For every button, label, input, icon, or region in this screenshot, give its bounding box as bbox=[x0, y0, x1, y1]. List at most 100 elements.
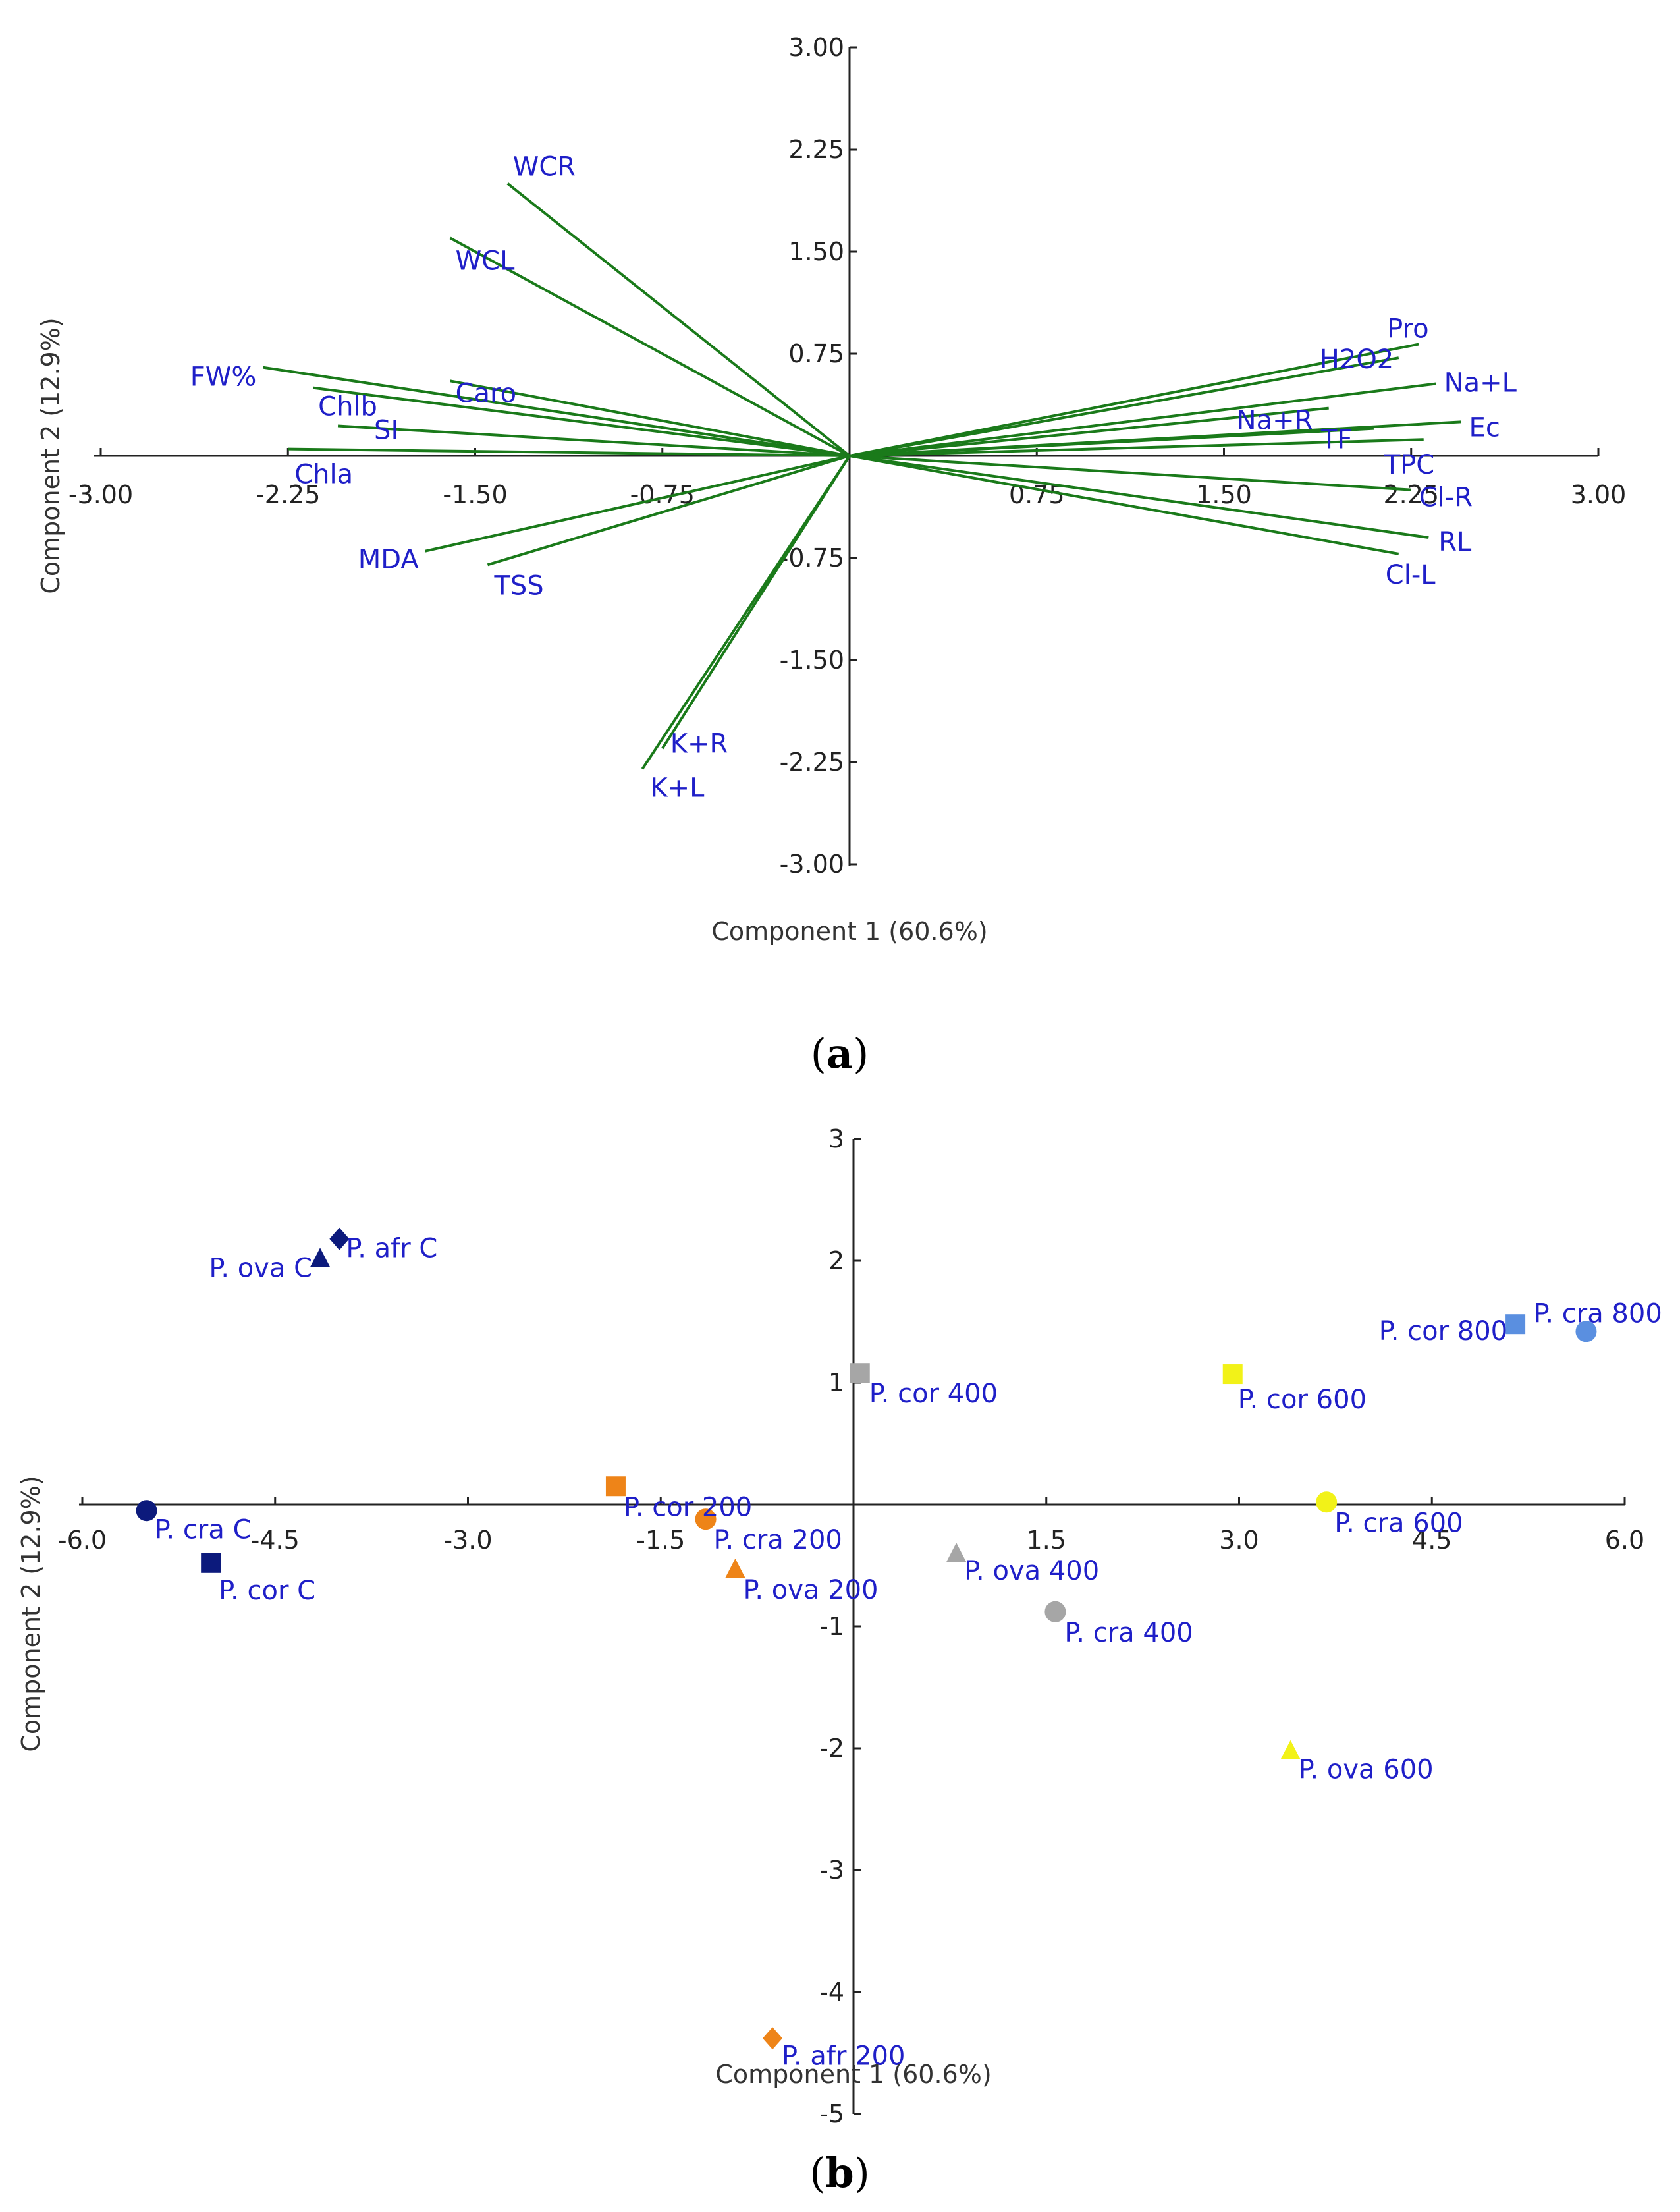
loading-vector bbox=[449, 236, 850, 457]
loading-vector bbox=[849, 455, 1411, 491]
vector-label: Na+R bbox=[1237, 406, 1313, 436]
x-axis-ticks: -6.0 -4.5 -3.0 -1.5 1.5 3.0 4.5 6.0 bbox=[58, 1497, 1644, 1555]
score-point-diamond bbox=[329, 1227, 350, 1250]
loading-vector bbox=[849, 455, 1429, 539]
x-tick-label: -1.50 bbox=[443, 480, 507, 509]
vector-label: H2O2 bbox=[1320, 345, 1394, 375]
vector-label: Caro bbox=[456, 378, 516, 408]
point-label: P. ova 200 bbox=[743, 1575, 878, 1605]
score-point-square bbox=[201, 1553, 221, 1573]
x-axis-title: Component 1 (60.6%) bbox=[711, 917, 987, 946]
score-point-circle bbox=[695, 1508, 717, 1530]
score-point-circle bbox=[136, 1500, 157, 1522]
point-label: P. cor C bbox=[219, 1576, 315, 1606]
loading-vector bbox=[849, 343, 1419, 457]
score-point-triangle bbox=[310, 1248, 331, 1267]
score-point-diamond bbox=[763, 2027, 783, 2050]
x-axis-title: Component 1 (60.6%) bbox=[715, 2060, 991, 2089]
loading-vector bbox=[849, 455, 1399, 555]
score-point-triangle bbox=[946, 1543, 967, 1562]
score-point-circle bbox=[1316, 1491, 1338, 1513]
y-axis-title: Component 2 (12.9%) bbox=[16, 1476, 45, 1752]
y-tick-label: 0.75 bbox=[788, 339, 844, 368]
score-point-circle bbox=[1044, 1601, 1066, 1622]
y-tick-label: -2.25 bbox=[780, 748, 844, 777]
x-tick-label: 4.5 bbox=[1412, 1526, 1451, 1555]
loading-plot-panel: -3.00 -2.25 -1.50 -0.75 0.75 1.50 2.25 3.00 3.0… bbox=[36, 33, 1626, 1078]
y-tick-label: -1 bbox=[819, 1612, 844, 1641]
y-tick-label: 2.25 bbox=[788, 135, 844, 164]
vector-label: Cl-R bbox=[1419, 483, 1473, 513]
point-label: P. cra 800 bbox=[1533, 1298, 1662, 1329]
loading-vector bbox=[425, 455, 850, 553]
x-tick-label: -3.00 bbox=[68, 480, 133, 509]
point-label: P. ova 600 bbox=[1299, 1755, 1434, 1785]
x-tick-label: -2.25 bbox=[256, 480, 320, 509]
svg-text:(b): (b) bbox=[809, 2149, 870, 2197]
loading-vector bbox=[487, 455, 850, 567]
loading-vector bbox=[312, 386, 850, 457]
y-tick-label: 3 bbox=[828, 1124, 844, 1153]
panel-letter: b bbox=[825, 2149, 854, 2197]
point-label: P. afr C bbox=[346, 1234, 437, 1264]
point-label: P. cra 400 bbox=[1064, 1618, 1193, 1648]
y-tick-label: 3.00 bbox=[788, 33, 844, 62]
point-label: P. cra 200 bbox=[714, 1525, 842, 1555]
vector-label: FW% bbox=[190, 362, 257, 393]
y-tick-label: 1 bbox=[828, 1368, 844, 1397]
vector-label: Na+L bbox=[1444, 368, 1517, 398]
vector-label: WCL bbox=[456, 246, 515, 276]
vector-label: Chlb bbox=[318, 392, 377, 422]
vector-label: Pro bbox=[1387, 314, 1428, 345]
loading-plot-axes: -3.00 -2.25 -1.50 -0.75 0.75 1.50 2.25 3.00 3.0… bbox=[68, 33, 1626, 879]
vector-label: WCR bbox=[513, 152, 576, 182]
x-tick-label: -4.5 bbox=[251, 1526, 300, 1555]
vector-label: Cl-L bbox=[1386, 560, 1436, 590]
score-point-labels: P. ova C P. afr C P. cra C P. cor C P. cor 2… bbox=[155, 1234, 1662, 2072]
panel-letter: a bbox=[826, 1030, 853, 1078]
loading-vector bbox=[450, 379, 850, 457]
loading-vectors bbox=[263, 182, 1461, 770]
loading-vector bbox=[849, 427, 1374, 457]
vector-label: SI bbox=[374, 416, 398, 446]
vector-label: TF bbox=[1320, 425, 1352, 455]
vector-label: K+L bbox=[650, 773, 705, 803]
y-axis-ticks: 3 2 1 -1 -2 -3 -4 -5 bbox=[819, 1124, 861, 2128]
svg-text:(a): (a) bbox=[811, 1030, 869, 1078]
loading-vector bbox=[849, 406, 1329, 457]
x-tick-label: 1.50 bbox=[1196, 480, 1252, 509]
y-axis-title: Component 2 (12.9%) bbox=[36, 318, 65, 594]
vector-label: Chla bbox=[294, 460, 353, 490]
y-tick-label: -3 bbox=[819, 1856, 844, 1885]
point-label: P. cra C bbox=[155, 1514, 252, 1545]
loading-vector bbox=[849, 356, 1399, 457]
loading-vector bbox=[849, 438, 1424, 457]
vector-label: RL bbox=[1438, 527, 1472, 557]
point-label: P. cor 600 bbox=[1238, 1385, 1367, 1415]
panel-label-b: (b) bbox=[809, 2149, 870, 2197]
x-tick-label: 3.0 bbox=[1219, 1526, 1259, 1555]
score-point-square bbox=[605, 1476, 626, 1497]
loading-vector bbox=[337, 424, 850, 457]
y-tick-label: 2 bbox=[828, 1246, 844, 1275]
x-tick-label: 6.0 bbox=[1605, 1526, 1644, 1555]
y-tick-label: 1.50 bbox=[788, 237, 844, 266]
x-tick-label: 1.5 bbox=[1027, 1526, 1066, 1555]
vector-label: K+R bbox=[670, 729, 728, 759]
x-tick-label: -6.0 bbox=[58, 1526, 107, 1555]
score-point-square bbox=[1222, 1364, 1243, 1385]
score-point-triangle bbox=[725, 1559, 745, 1578]
score-plot-panel: -6.0 -4.5 -3.0 -1.5 1.5 3.0 4.5 6.0 3 2 1 -1 -2 -3 -4… bbox=[16, 1124, 1662, 2197]
point-label: P. cor 200 bbox=[624, 1492, 752, 1522]
loading-vector bbox=[263, 366, 850, 457]
point-label: P. ova 400 bbox=[964, 1556, 1099, 1586]
loading-vector bbox=[849, 382, 1436, 457]
score-points bbox=[136, 1227, 1597, 2050]
panel-label-a: (a) bbox=[811, 1030, 869, 1078]
loading-vector bbox=[288, 447, 850, 457]
point-label: P. cor 400 bbox=[869, 1379, 998, 1409]
point-label: P. cor 800 bbox=[1379, 1316, 1507, 1346]
score-point-triangle bbox=[1280, 1740, 1301, 1759]
